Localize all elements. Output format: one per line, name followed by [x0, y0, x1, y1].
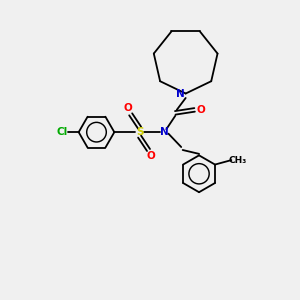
- Text: Cl: Cl: [57, 127, 68, 137]
- Text: O: O: [124, 103, 133, 113]
- Text: N: N: [160, 127, 169, 137]
- Text: O: O: [146, 151, 155, 161]
- Text: O: O: [197, 105, 206, 115]
- Text: N: N: [176, 88, 185, 98]
- Text: S: S: [136, 127, 143, 137]
- Text: CH₃: CH₃: [228, 156, 246, 165]
